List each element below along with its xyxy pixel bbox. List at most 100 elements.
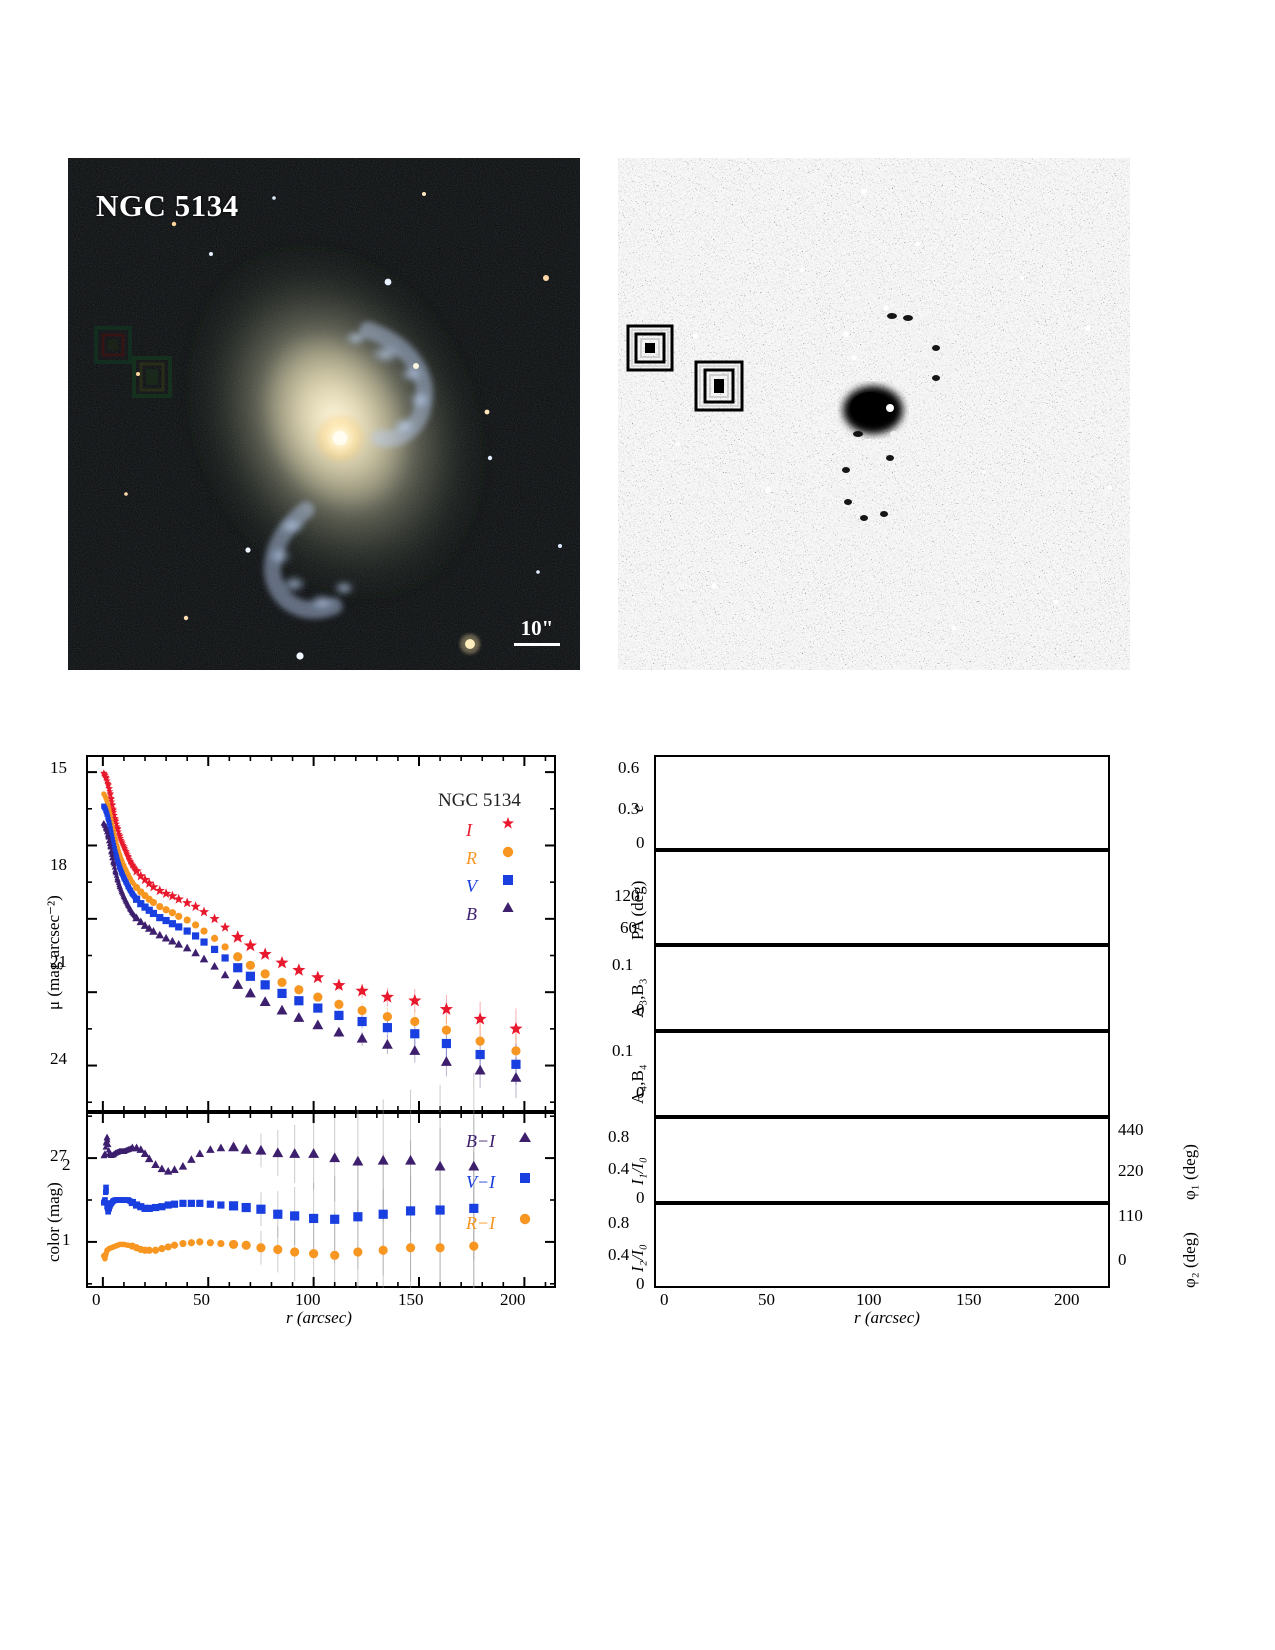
mu-point-V — [475, 1049, 485, 1060]
mu-point-I — [173, 893, 184, 904]
mu-point-B — [106, 837, 112, 843]
legend-markers-mu — [502, 817, 514, 912]
color-point-V−I — [435, 1205, 445, 1215]
mu-point-I — [135, 870, 146, 881]
color-point-B−I — [308, 1148, 320, 1158]
mu-point-V — [106, 819, 112, 825]
mu-point-I — [154, 885, 165, 896]
color-point-V−I — [132, 1201, 141, 1209]
mu-point-V — [110, 836, 115, 842]
mu-point-V — [104, 811, 110, 817]
mu-point-I — [114, 825, 122, 833]
i2i0-axis-label: I₂/I₀ — [628, 1244, 647, 1272]
color-point-R−I — [330, 1250, 340, 1260]
mu-point-B — [136, 917, 146, 926]
scalebar-label: 10" — [520, 616, 554, 640]
mu-point-B — [149, 927, 158, 935]
legend-marker-RI-circle — [519, 1213, 531, 1225]
mu-point-I — [121, 846, 129, 853]
mu-point-B — [112, 867, 119, 873]
mu-point-V — [183, 927, 191, 935]
mu-point-I — [102, 773, 110, 780]
mu-point-R — [133, 884, 139, 890]
mu-point-R — [245, 960, 255, 970]
mu-point-V — [111, 843, 117, 848]
color-point-V−I — [164, 1201, 172, 1209]
right-xtick-0: 0 — [660, 1290, 669, 1309]
phi2-ytick-0: 0 — [1118, 1250, 1127, 1269]
mu-point-I — [101, 771, 109, 779]
color-point-V−I — [104, 1200, 110, 1206]
mu-point-V — [191, 932, 200, 940]
color-point-B−I — [405, 1154, 417, 1165]
scalebar-line — [514, 643, 560, 646]
mu-point-B — [109, 855, 116, 861]
mu-point-B — [220, 970, 230, 979]
color-point-R−I — [353, 1247, 363, 1257]
mu-point-R — [382, 1012, 392, 1022]
scalebar: 10" — [514, 618, 560, 646]
color-point-V−I — [145, 1204, 153, 1212]
mu-point-B — [110, 861, 117, 867]
color-point-V−I — [103, 1184, 109, 1191]
color-point-B−I — [187, 1155, 196, 1163]
mu-point-R — [168, 909, 177, 917]
color-point-B−I — [272, 1147, 284, 1158]
mu-point-R — [410, 1016, 420, 1027]
mu-point-B — [140, 921, 150, 929]
pa-ytick-60: 60 — [620, 918, 637, 937]
mu-point-I — [123, 849, 131, 856]
mu-point-B — [293, 1012, 305, 1022]
color-point-V−I — [217, 1201, 225, 1209]
galaxy-name-label: NGC 5134 — [96, 188, 239, 223]
legend-label-RI: R−I — [466, 1213, 496, 1233]
mu-point-V — [210, 945, 219, 953]
color-point-R−I — [187, 1239, 195, 1247]
mu-point-V — [141, 903, 149, 911]
mu-point-I — [439, 1002, 453, 1015]
color-plot-frame — [86, 1112, 556, 1288]
mu-point-R — [210, 934, 219, 942]
mu-point-V — [112, 846, 117, 851]
color-ytick-2: 2 — [62, 1155, 71, 1174]
mu-point-B — [144, 924, 154, 932]
color-point-V−I — [309, 1213, 319, 1224]
mu-point-I — [209, 913, 220, 924]
color-point-V−I — [378, 1209, 388, 1219]
mu-point-B — [104, 829, 110, 835]
mu-point-B — [440, 1056, 452, 1066]
mu-point-I — [111, 811, 118, 819]
mu-point-R — [475, 1036, 485, 1046]
mu-point-R — [149, 898, 158, 907]
mu-point-I — [115, 830, 123, 837]
a3b3-panel-frame — [654, 945, 1110, 1031]
mu-point-R — [221, 943, 229, 951]
mu-point-I — [182, 897, 193, 908]
color-point-V−I — [129, 1199, 135, 1205]
legend-label-V: V — [466, 876, 477, 896]
mu-point-I — [103, 777, 111, 784]
legend-label-BI: B−I — [466, 1131, 496, 1151]
mu-point-V — [221, 954, 229, 962]
color-point-R−I — [206, 1239, 214, 1247]
color-point-B−I — [352, 1155, 364, 1166]
color-point-V−I — [196, 1199, 204, 1207]
color-point-V−I — [241, 1202, 251, 1213]
mu-point-I — [160, 888, 172, 899]
color-point-R−I — [228, 1239, 239, 1250]
right-xtick-100: 100 — [856, 1290, 882, 1309]
color-point-V−I — [170, 1200, 179, 1208]
mu-point-I — [148, 881, 159, 892]
legend-label-VI: V−I — [466, 1172, 496, 1192]
color-point-B−I — [240, 1143, 252, 1154]
color-point-V−I — [187, 1199, 195, 1207]
mu-point-I — [113, 820, 120, 827]
mu-point-R — [511, 1046, 521, 1056]
residual-point-sources — [676, 189, 1113, 631]
mu-point-I — [117, 836, 125, 844]
mu-point-I — [119, 841, 127, 849]
mu-point-R — [357, 1005, 367, 1016]
color-image-panel: NGC 5134 10" — [68, 158, 580, 670]
color-point-R−I — [256, 1243, 266, 1253]
a4b4-ytick-01: 0.1 — [612, 1041, 634, 1060]
